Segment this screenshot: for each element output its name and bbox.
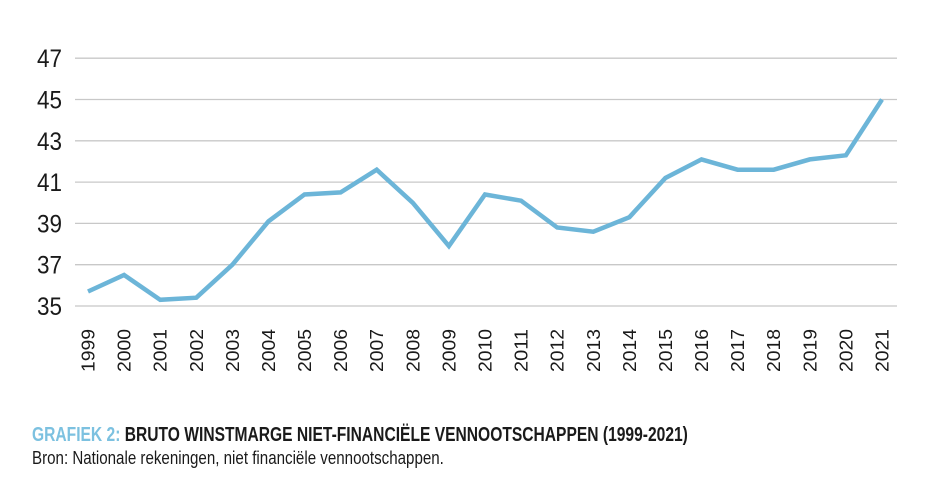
x-tick-label: 2001 [151, 329, 171, 372]
y-tick-label: 41 [37, 169, 62, 197]
x-tick-label: 2011 [512, 329, 532, 372]
x-tick-label: 2018 [764, 329, 784, 372]
x-tick-label: 2004 [259, 329, 279, 372]
data-line [87, 98, 884, 303]
x-tick-label: 2000 [115, 329, 135, 372]
x-tick-label: 2021 [873, 329, 893, 372]
x-tick-label: 2014 [620, 329, 640, 372]
y-tick-label: 37 [37, 252, 62, 280]
chart-title-line: GRAFIEK 2: BRUTO WINSTMARGE NIET-FINANCI… [32, 424, 873, 446]
x-tick-label: 2005 [295, 329, 315, 372]
chart-source: Bron: Nationale rekeningen, niet financi… [32, 448, 444, 468]
y-tick-label: 47 [37, 45, 62, 73]
figure-caption: GRAFIEK 2: BRUTO WINSTMARGE NIET-FINANCI… [32, 424, 873, 469]
y-tick-label: 43 [37, 128, 62, 156]
line-chart: 35 37 39 41 43 45 47 1999 2000 2001 2002 2003 2004 20… [37, 45, 897, 372]
chart-source-line: Bron: Nationale rekeningen, niet financi… [32, 448, 873, 469]
x-tick-label: 2013 [584, 329, 604, 372]
x-tick-label: 2002 [187, 329, 207, 372]
x-tick-label: 2016 [692, 329, 712, 372]
x-tick-label: 2003 [223, 329, 243, 372]
x-tick-label: 2009 [439, 329, 459, 372]
x-tick-label: 1999 [79, 329, 99, 372]
y-tick-label: 45 [37, 87, 62, 115]
x-tick-label: 2012 [548, 329, 568, 372]
x-tick-label: 2010 [476, 329, 496, 372]
x-tick-label: 2020 [836, 329, 856, 372]
figure-number-label: GRAFIEK 2: [32, 424, 121, 446]
x-tick-label: 2008 [403, 329, 423, 372]
y-tick-label: 35 [37, 293, 62, 321]
y-tick-label: 39 [37, 210, 62, 238]
x-tick-label: 2006 [331, 329, 351, 372]
chart-title: BRUTO WINSTMARGE NIET-FINANCIËLE VENNOOT… [120, 424, 688, 446]
x-tick-label: 2017 [728, 329, 748, 372]
x-tick-label: 2007 [367, 329, 387, 372]
x-tick-label: 2015 [656, 329, 676, 372]
x-tick-label: 2019 [800, 329, 820, 372]
